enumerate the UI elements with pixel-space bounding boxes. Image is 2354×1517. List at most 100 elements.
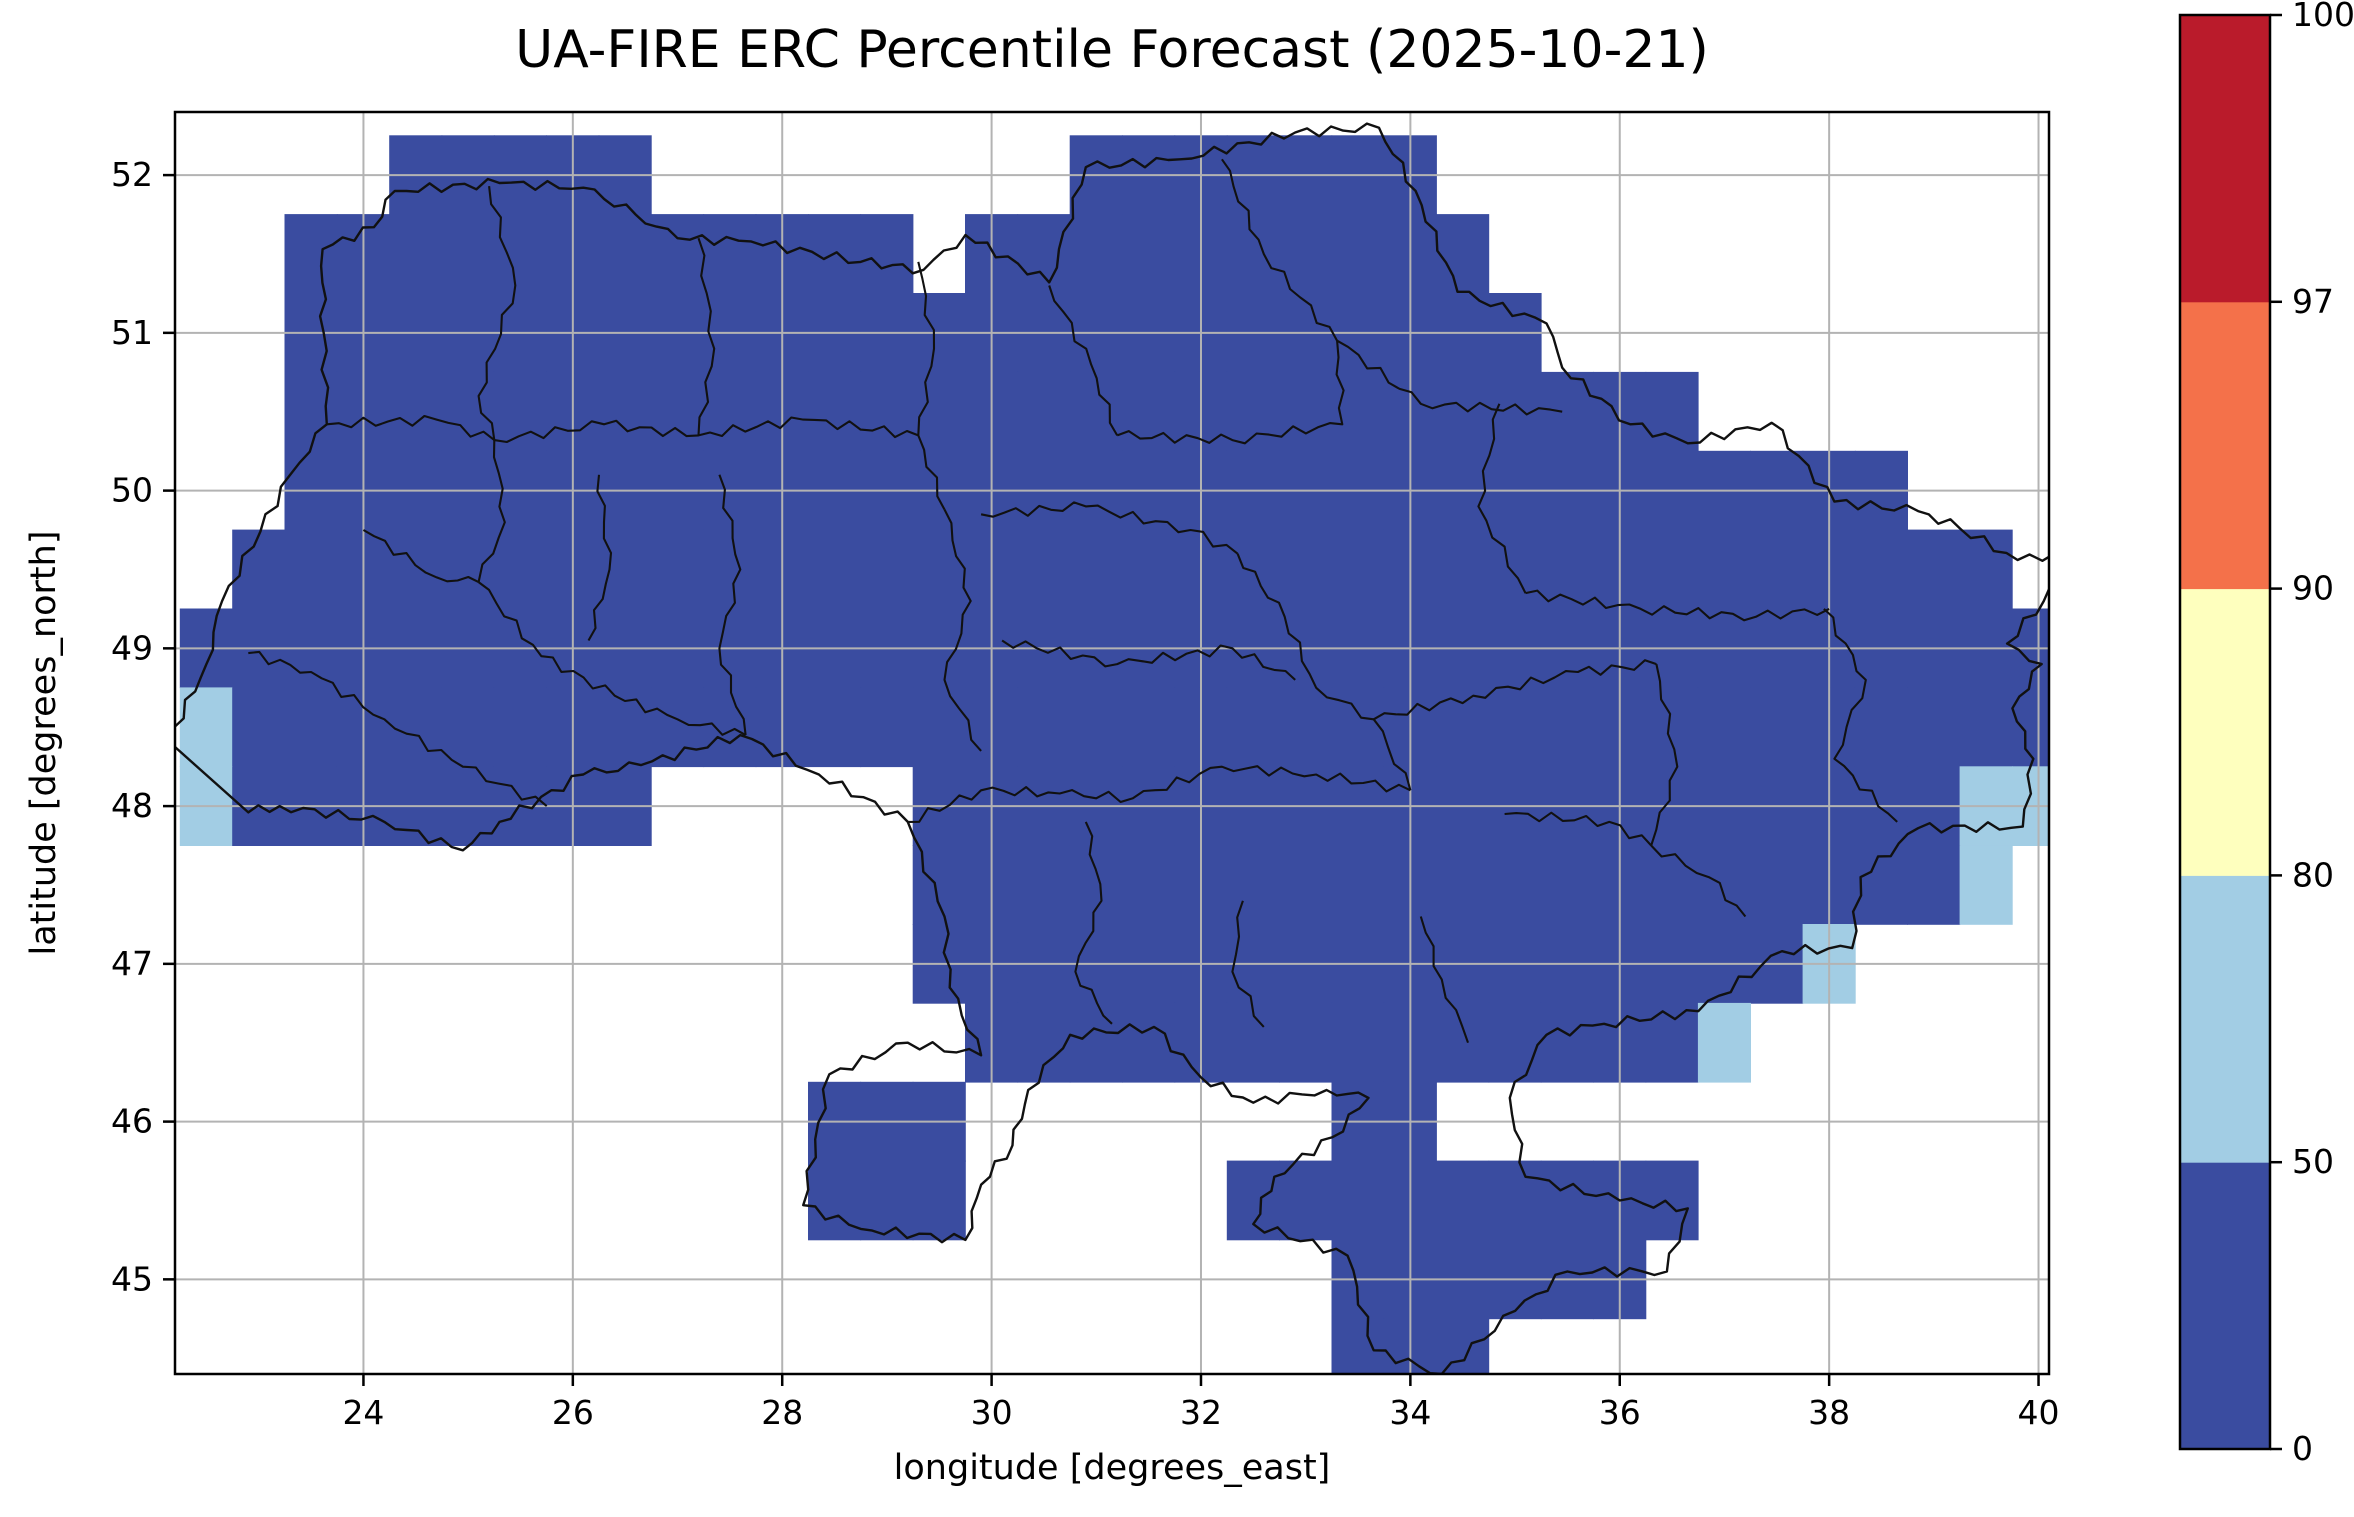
x-tick-label: 32 xyxy=(1180,1393,1222,1432)
colorbar-segment xyxy=(2180,875,2270,1163)
map-cell xyxy=(1750,529,1804,610)
map-cell xyxy=(1122,529,1176,610)
colorbar-tick-label: 97 xyxy=(2292,282,2334,321)
oblast-border xyxy=(917,261,946,511)
map-cell xyxy=(1959,845,2013,925)
map-cell xyxy=(389,529,443,610)
map-cell xyxy=(651,687,705,768)
oblast-border xyxy=(1373,659,1657,721)
y-tick-label: 49 xyxy=(111,628,153,667)
map-cell xyxy=(598,371,652,452)
map-cell xyxy=(1069,371,1123,452)
y-tick-label: 52 xyxy=(111,155,153,194)
map-cell xyxy=(912,1160,966,1241)
colorbar: 0 50 80 90 97 100 xyxy=(2178,0,2354,1468)
map-cell xyxy=(1331,1318,1385,1374)
oblast-border xyxy=(1336,339,1563,416)
map-cell xyxy=(1959,529,2013,610)
map-cell xyxy=(1645,1160,1699,1241)
map-cell xyxy=(1436,371,1490,452)
oblast-border xyxy=(1231,900,1265,1028)
map-cell xyxy=(1488,1160,1542,1241)
map-cell xyxy=(1331,1002,1385,1083)
oblast-border xyxy=(1419,916,1469,1044)
map-cell xyxy=(1540,687,1594,768)
map-cell xyxy=(1279,529,1333,610)
colorbar-tick-label: 100 xyxy=(2292,0,2354,34)
oblast-border xyxy=(248,650,548,807)
x-tick-label: 36 xyxy=(1599,1393,1641,1432)
y-tick-label: 47 xyxy=(111,944,153,983)
oblast-border xyxy=(980,501,1239,555)
map-cell xyxy=(703,687,757,768)
map-cell xyxy=(1540,1160,1594,1241)
colorbar-tick-label: 90 xyxy=(2292,569,2334,608)
map-cell xyxy=(1488,1002,1542,1083)
admin-borders xyxy=(175,122,2049,1374)
map-cell xyxy=(284,214,338,294)
map-cell xyxy=(860,214,914,294)
map-cell xyxy=(1645,1002,1699,1083)
y-tick-label: 51 xyxy=(111,313,153,352)
map-cell xyxy=(284,687,338,768)
map-cell xyxy=(441,687,495,768)
map-cell xyxy=(1750,687,1804,768)
map-cell xyxy=(598,687,652,768)
map-cell xyxy=(1069,214,1123,294)
map-cell xyxy=(1436,687,1490,768)
oblast-border xyxy=(1236,553,1412,791)
map-cell xyxy=(1854,529,1908,610)
map-cell xyxy=(1226,371,1280,452)
map-cell xyxy=(1645,845,1699,925)
x-tick-label: 24 xyxy=(342,1393,384,1432)
oblast-border xyxy=(907,765,1411,823)
colorbar-frame xyxy=(2178,13,2272,1451)
map-cell xyxy=(493,214,547,294)
map-cell xyxy=(1645,371,1699,452)
colorbar-segment xyxy=(2180,15,2270,303)
map-cell xyxy=(912,845,966,925)
oblast-border xyxy=(587,474,613,642)
map-cell xyxy=(1750,845,1804,925)
oblast-border xyxy=(326,414,919,444)
oblast-border xyxy=(697,237,716,436)
map-cell xyxy=(1697,529,1751,610)
map-cell xyxy=(284,529,338,610)
map-cell xyxy=(1907,687,1961,768)
map-cell xyxy=(1017,214,1071,294)
map-cell xyxy=(1226,214,1280,294)
axes-frame xyxy=(173,110,2051,1376)
map-cell xyxy=(1279,687,1333,768)
oblast-border xyxy=(943,509,982,752)
map-cell xyxy=(1697,687,1751,768)
x-tick-label: 30 xyxy=(971,1393,1013,1432)
map-cell xyxy=(1279,371,1333,452)
map-cell xyxy=(1436,1160,1490,1241)
map-cell xyxy=(1697,1002,1751,1083)
country-border xyxy=(175,122,2049,1374)
map-cell xyxy=(1122,687,1176,768)
map-cell xyxy=(389,214,443,294)
oblast-border xyxy=(1074,821,1113,1025)
map-cell xyxy=(1069,529,1123,610)
map-cell xyxy=(1645,687,1699,768)
map-cell xyxy=(1959,687,2013,768)
map-cell xyxy=(1331,1160,1385,1241)
map-cell xyxy=(1436,1002,1490,1083)
map-cell xyxy=(1122,1002,1176,1083)
y-tick-label: 48 xyxy=(111,786,153,825)
map-cell xyxy=(1540,1002,1594,1083)
colorbar-tick-label: 50 xyxy=(2292,1142,2334,1181)
map-cell xyxy=(1017,845,1071,925)
x-tick-label: 38 xyxy=(1808,1393,1850,1432)
map-cell xyxy=(1488,687,1542,768)
map-cell xyxy=(1436,845,1490,925)
map-cell xyxy=(1854,687,1908,768)
map-cell xyxy=(1436,529,1490,610)
y-tick-label: 50 xyxy=(111,471,153,510)
oblast-border xyxy=(1504,811,1652,847)
colorbar-tick-label: 80 xyxy=(2292,855,2334,894)
map-cell xyxy=(1540,845,1594,925)
oblast-border xyxy=(477,581,747,737)
map-cell xyxy=(1488,845,1542,925)
